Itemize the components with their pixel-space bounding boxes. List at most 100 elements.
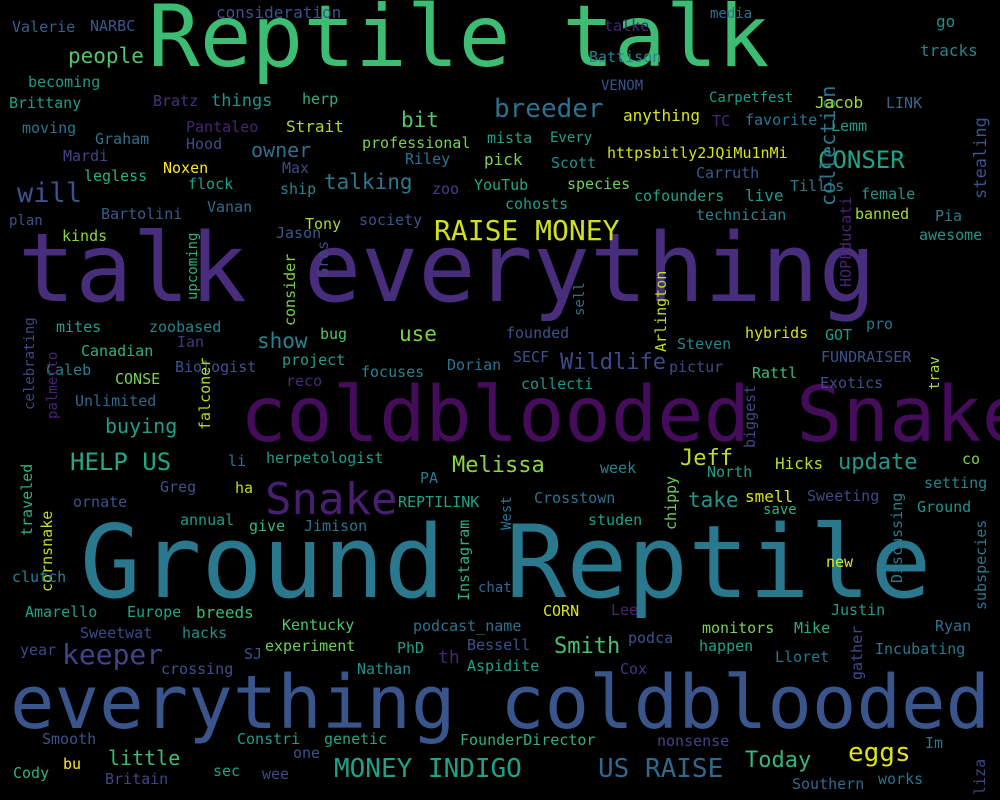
word: SJ bbox=[244, 645, 263, 663]
word: Sweetwat bbox=[80, 624, 153, 642]
word: Hicks bbox=[775, 454, 824, 473]
word: people bbox=[68, 44, 144, 68]
word: podca bbox=[628, 629, 674, 647]
word: year bbox=[20, 641, 57, 659]
word: Melissa bbox=[452, 453, 545, 478]
word: US RAISE bbox=[598, 754, 724, 784]
word: cofounders bbox=[634, 187, 725, 205]
word: Valerie bbox=[12, 18, 76, 36]
word: Ground Reptile bbox=[80, 503, 932, 621]
word: TC bbox=[712, 112, 731, 130]
word: Riley bbox=[405, 150, 451, 168]
word: bu bbox=[63, 755, 82, 773]
word: professional bbox=[362, 134, 471, 152]
word: technician bbox=[696, 206, 787, 224]
word: kinds bbox=[62, 227, 108, 245]
word: trav bbox=[927, 356, 943, 390]
word: moving bbox=[22, 119, 77, 137]
word: herpetologist bbox=[266, 449, 384, 467]
word: Bartolini bbox=[101, 205, 183, 223]
word: pictur bbox=[669, 358, 724, 376]
word: show bbox=[257, 329, 308, 353]
word: th bbox=[438, 647, 460, 668]
word: Ground bbox=[917, 498, 972, 516]
word: Battison bbox=[589, 48, 662, 66]
word: Kentucky bbox=[282, 616, 355, 634]
word: breeder bbox=[494, 94, 604, 124]
word: Pia bbox=[935, 207, 963, 225]
word: take bbox=[688, 488, 739, 512]
word: palmetto bbox=[45, 351, 61, 419]
word: becoming bbox=[28, 73, 101, 91]
word: zoo bbox=[432, 180, 460, 198]
word: Ian bbox=[177, 333, 205, 351]
word: falconer bbox=[196, 357, 214, 430]
word: happen bbox=[699, 637, 754, 655]
word: wee bbox=[262, 765, 290, 783]
word: use bbox=[399, 322, 437, 346]
word: FUNDRAISER bbox=[821, 348, 912, 366]
word: liza bbox=[971, 758, 989, 795]
word: go bbox=[936, 12, 956, 31]
word: Nathan bbox=[357, 660, 412, 678]
word: Vanan bbox=[207, 198, 253, 216]
word: biggest bbox=[741, 384, 759, 448]
word: favorite bbox=[745, 111, 818, 129]
word: anything bbox=[623, 106, 701, 125]
word: Southern bbox=[792, 775, 865, 793]
word: Cox bbox=[620, 660, 648, 678]
word: banned bbox=[855, 205, 910, 223]
word: Lemm bbox=[831, 117, 868, 135]
word: Canadian bbox=[81, 342, 154, 360]
word: podcast_name bbox=[413, 617, 522, 635]
word: Jimison bbox=[304, 517, 368, 535]
word: li bbox=[228, 452, 247, 470]
word: RAISE MONEY bbox=[434, 214, 620, 247]
word: Lloret bbox=[775, 648, 830, 666]
word: society bbox=[359, 211, 423, 229]
word: awesome bbox=[919, 226, 983, 244]
word: will bbox=[17, 178, 83, 209]
word: Reptile talk bbox=[148, 0, 770, 87]
word: Graham bbox=[95, 130, 150, 148]
word: Incubating bbox=[875, 640, 966, 658]
word: chat bbox=[478, 580, 512, 596]
word: Pantaleo bbox=[186, 118, 259, 136]
word: bug bbox=[320, 325, 348, 343]
word: GOT bbox=[825, 326, 853, 344]
word: mites bbox=[56, 318, 102, 336]
word: flock bbox=[188, 175, 234, 193]
word: traveled bbox=[18, 463, 36, 536]
word: consideration bbox=[216, 3, 342, 22]
word: Aspidite bbox=[467, 657, 540, 675]
word: new bbox=[826, 553, 854, 571]
word: ha bbox=[235, 479, 254, 497]
word: Bratz bbox=[153, 92, 199, 110]
word: HELP US bbox=[70, 448, 172, 476]
word: Greg bbox=[160, 478, 197, 496]
word: Brittany bbox=[9, 94, 82, 112]
word: CONSER bbox=[818, 146, 905, 174]
word: breeds bbox=[196, 603, 254, 622]
word: Unlimited bbox=[75, 392, 157, 410]
word: sell bbox=[572, 282, 588, 316]
word: Instagram bbox=[455, 519, 473, 601]
word: Noxen bbox=[163, 159, 209, 177]
word: Arlington bbox=[652, 270, 670, 352]
word: owner bbox=[251, 138, 312, 162]
word: ornate bbox=[73, 493, 128, 511]
word: West bbox=[499, 496, 515, 530]
word: Biologist bbox=[175, 358, 257, 376]
word: Strait bbox=[286, 117, 344, 136]
word: YouTub bbox=[474, 176, 529, 194]
word: Britain bbox=[105, 770, 169, 788]
word: HOPEducati bbox=[837, 196, 855, 287]
word: project bbox=[282, 351, 346, 369]
word: Ryan bbox=[935, 617, 972, 635]
word: experiment bbox=[265, 637, 356, 655]
word: CORN bbox=[543, 602, 580, 620]
word: reco bbox=[286, 372, 323, 390]
word: one bbox=[293, 744, 321, 762]
word: Europe bbox=[127, 603, 182, 621]
word: crossing bbox=[161, 660, 234, 678]
